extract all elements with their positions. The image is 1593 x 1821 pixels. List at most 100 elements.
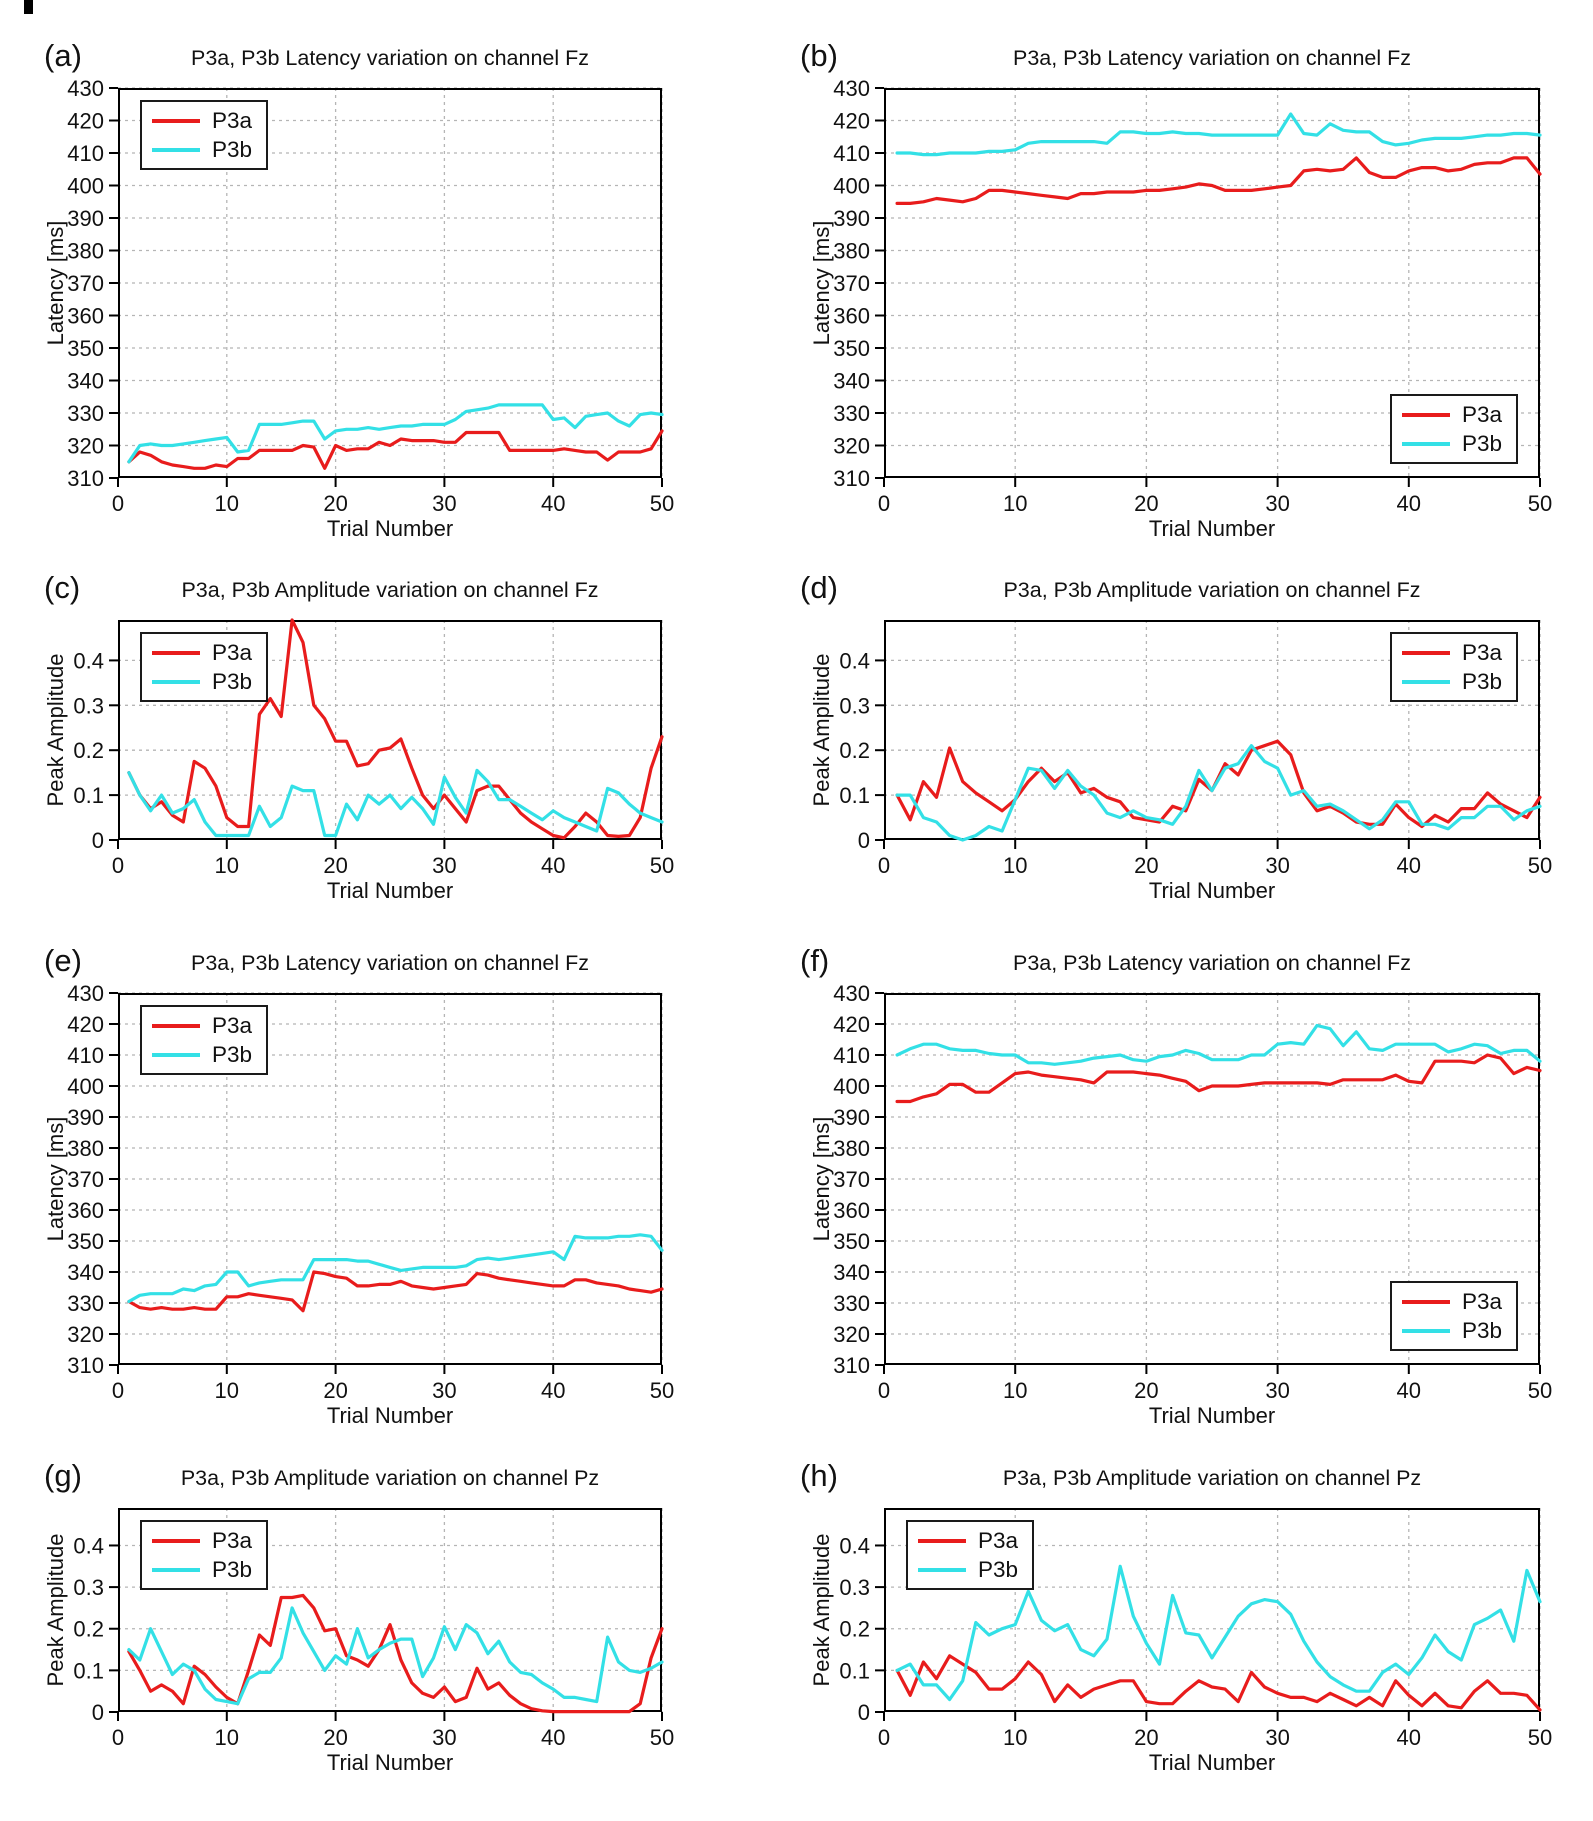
panel-c-y-axis-label: Peak Amplitude [43,653,68,807]
p3a-line [127,1270,664,1313]
x-tick-label: 0 [112,491,124,516]
panel-d-legend: P3a P3b [1389,632,1518,702]
legend-entry: P3a [152,1012,252,1039]
x-tick-label: 10 [215,491,239,516]
y-tick-label: 410 [833,141,870,166]
y-tick-label: 340 [833,369,870,394]
y-tick-label: 370 [67,271,104,296]
panel-f-plot: 310 320 330 340 350 360 370 380 390 400 410 420 430 0… [833,981,1552,1403]
legend-entry: P3a [152,1527,252,1554]
y-tick-label: 0.2 [839,738,870,763]
panel-h-plot: 0 0.1 0.2 0.3 0.4 0 10 20 30 40 50 [839,1508,1552,1750]
y-tick-label: 420 [833,109,870,134]
x-tick-label: 10 [1003,1378,1027,1403]
p3b-line-swatch [918,1567,966,1572]
legend-label: P3b [212,136,253,162]
x-tick-label: 50 [650,491,674,516]
x-tick-label: 50 [1528,853,1552,878]
x-tick-label: 40 [541,1725,565,1750]
p3b-line [127,1233,664,1304]
y-tick-label: 390 [67,206,104,231]
x-tick-label: 20 [1134,491,1158,516]
panel-label-g: (g) [44,1458,82,1493]
y-tick-label: 400 [67,174,104,199]
x-tick-label: 30 [432,491,456,516]
legend-entry: P3b [1401,430,1502,457]
panel-g-legend: P3a P3b [140,1520,269,1590]
x-tick-label: 50 [650,1725,674,1750]
panel-b-x-axis-label: Trial Number [1148,516,1276,541]
legend-label: P3b [212,1556,253,1582]
p3a-line-swatch [1401,650,1450,655]
y-tick-label: 320 [67,434,104,459]
p3b-line-swatch [152,1567,200,1572]
x-tick-label: 30 [1265,1378,1289,1403]
y-tick-label: 430 [67,981,104,1006]
panel-a-x-axis-label: Trial Number [326,516,454,541]
panel-c-title: P3a, P3b Amplitude variation on channel … [181,578,599,602]
panel-f-x-axis-label: Trial Number [1148,1403,1276,1428]
x-tick-label: 40 [1397,1725,1421,1750]
p3b-line [127,768,664,838]
panel-label-d: (d) [800,570,838,605]
y-tick-label: 310 [833,1353,870,1378]
y-tick-label: 370 [833,1167,870,1192]
p3a-line-swatch [1401,412,1450,417]
y-tick-label: 0 [92,828,104,853]
y-tick-label: 420 [67,109,104,134]
panel-c-x-axis-label: Trial Number [326,878,454,903]
p3b-line-swatch [1401,679,1450,684]
panel-h-legend: P3a P3b [906,1520,1035,1590]
panel-e-x-axis-label: Trial Number [326,1403,454,1428]
p3b-line [895,112,1542,157]
panel-g-plot: 0 0.1 0.2 0.3 0.4 0 10 20 30 40 50 [73,1508,674,1750]
panel-label-h: (h) [800,1458,838,1493]
x-tick-label: 0 [878,853,890,878]
x-tick-label: 20 [1134,853,1158,878]
p3b-line-swatch [1401,441,1450,446]
x-tick-label: 0 [878,491,890,516]
x-tick-label: 50 [1528,1378,1552,1403]
panel-label-f: (f) [800,943,830,978]
p3a-line-swatch [152,1023,200,1028]
p3b-line-swatch [152,147,200,152]
x-tick-label: 10 [215,853,239,878]
y-tick-label: 320 [67,1322,104,1347]
p3a-line [127,429,664,470]
legend-label: P3a [212,1527,253,1553]
legend-label: P3a [1461,639,1502,665]
legend-label: P3a [212,639,253,665]
x-tick-label: 0 [878,1725,890,1750]
panel-label-a: (a) [44,38,82,73]
x-tick-label: 30 [432,1378,456,1403]
legend-label: P3b [1461,1317,1502,1343]
y-tick-label: 380 [67,1136,104,1161]
x-tick-label: 30 [1265,853,1289,878]
panel-a-title: P3a, P3b Latency variation on channel Fz [190,46,589,70]
panel-d-x-axis-label: Trial Number [1148,878,1276,903]
y-tick-label: 410 [67,141,104,166]
y-tick-label: 340 [833,1260,870,1285]
panel-a-legend: P3a P3b [140,100,269,170]
x-tick-label: 10 [1003,1725,1027,1750]
x-tick-label: 50 [1528,1725,1552,1750]
x-tick-label: 50 [650,853,674,878]
y-tick-label: 420 [833,1012,870,1037]
legend-entry: P3b [918,1556,1018,1583]
legend-label: P3b [212,1041,253,1067]
y-tick-label: 0.3 [839,1575,870,1600]
panel-f-title: P3a, P3b Latency variation on channel Fz [1012,951,1411,975]
x-tick-label: 20 [1134,1378,1158,1403]
y-tick-label: 0.2 [73,738,104,763]
p3b-line [895,744,1542,842]
p3b-line-swatch [1401,1328,1450,1333]
p3a-line [127,618,664,840]
panel-g-y-axis-label: Peak Amplitude [43,1533,68,1687]
panel-b-y-axis-label: Latency [ms] [809,220,834,346]
p3a-line-swatch [152,650,200,655]
x-tick-label: 50 [650,1378,674,1403]
y-tick-label: 430 [67,76,104,101]
x-tick-label: 20 [323,853,347,878]
p3a-line-swatch [918,1538,966,1543]
